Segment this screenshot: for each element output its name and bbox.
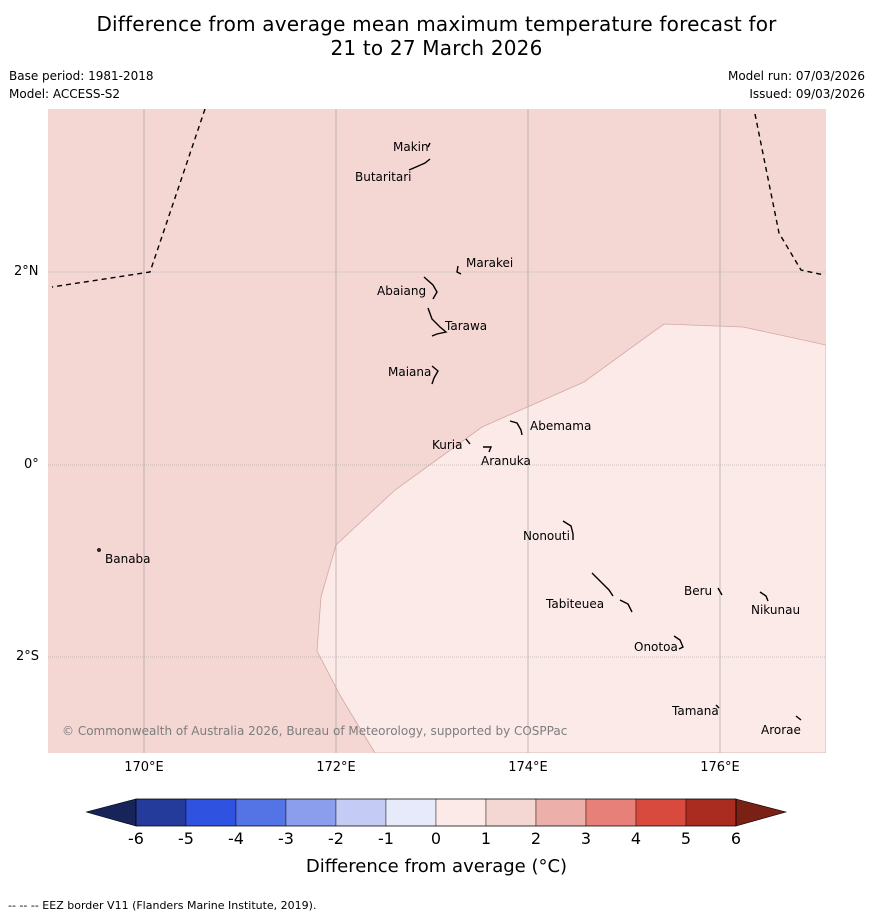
colorbar-cell-5-to-6 (685, 798, 737, 827)
label-marakei: Marakei (466, 256, 514, 270)
island-tarawa (427, 307, 448, 337)
model-run: Model run: 07/03/2026 (727, 69, 865, 83)
label-nikunau: Nikunau (751, 603, 801, 617)
colorbar-tick-m5: -5 (178, 829, 194, 848)
label-tamana: Tamana (672, 704, 719, 718)
lon-label-176e: 176°E (700, 760, 740, 775)
island-maiana (431, 365, 439, 385)
label-butaritari: Butaritari (355, 170, 412, 184)
colorbar-cells (135, 798, 737, 827)
island-nonouti (562, 520, 574, 540)
island-kuria (465, 438, 471, 445)
island-onotoa (673, 635, 684, 650)
island-butaritari (408, 158, 431, 171)
colorbar-frame (135, 798, 737, 827)
colorbar (86, 798, 788, 827)
colorbar-tick-5: 5 (680, 829, 692, 848)
colorbar-tick-m1: -1 (378, 829, 394, 848)
colorbar-cell--1-to-0 (385, 798, 437, 827)
label-arorae: Arorae (761, 723, 801, 737)
title-line-1: Difference from average mean maximum tem… (96, 12, 777, 36)
colorbar-cell-3-to-4 (585, 798, 637, 827)
colorbar-tick-0: 0 (430, 829, 442, 848)
colorbar-extend-high (735, 798, 788, 827)
island-marakei (456, 265, 462, 275)
eez-footnote: -- -- -- EEZ border V11 (Flanders Marine… (8, 899, 317, 912)
colorbar-tick-6: 6 (730, 829, 742, 848)
colorbar-tick-2: 2 (530, 829, 542, 848)
lat-label-2n: 2°N (14, 264, 39, 279)
label-beru: Beru (684, 584, 713, 598)
colorbar-tick-1: 1 (480, 829, 492, 848)
colorbar-cell-0-to-1 (435, 798, 487, 827)
chart-title: Difference from average mean maximum tem… (0, 12, 873, 60)
island-nikunau (759, 591, 769, 602)
islands (97, 142, 802, 721)
map-panel: Makin Butaritari Marakei Abaiang Tarawa … (48, 109, 826, 753)
colorbar-extend-low (86, 798, 137, 827)
label-maiana: Maiana (388, 365, 432, 379)
graticule (48, 109, 826, 753)
island-banaba (97, 548, 101, 552)
eez-border (51, 109, 825, 288)
label-tabiteuea: Tabiteuea (546, 597, 605, 611)
island-aranuka (483, 446, 493, 453)
colorbar-cell--2-to--1 (335, 798, 387, 827)
colorbar-cell-4-to-5 (635, 798, 687, 827)
model-name: Model: ACCESS-S2 (9, 87, 121, 101)
label-banaba: Banaba (105, 552, 151, 566)
island-makin (427, 142, 431, 148)
eez-border-west (51, 109, 206, 288)
island-arorae (795, 715, 802, 721)
label-makin: Makin (393, 140, 429, 154)
base-period: Base period: 1981-2018 (9, 69, 154, 83)
meta-right: Model run: 07/03/2026 Issued: 09/03/2026 (728, 67, 865, 103)
lat-label-0: 0° (24, 457, 39, 472)
colorbar-cell--3-to--2 (285, 798, 337, 827)
label-nonouti: Nonouti (523, 529, 570, 543)
lon-label-172e: 172°E (316, 760, 356, 775)
lon-label-170e: 170°E (124, 760, 164, 775)
colorbar-tick-3: 3 (580, 829, 592, 848)
colorbar-label: Difference from average (°C) (305, 856, 568, 877)
colorbar-tick-4: 4 (630, 829, 642, 848)
colorbar-cell--5-to--4 (185, 798, 237, 827)
colorbar-tick-m4: -4 (228, 829, 244, 848)
colorbar-cell-1-to-2 (485, 798, 537, 827)
island-beru (717, 587, 723, 596)
issued-date: Issued: 09/03/2026 (749, 87, 865, 101)
island-abaiang (423, 276, 438, 300)
colorbar-cell--4-to--3 (235, 798, 287, 827)
label-onotoa: Onotoa (634, 640, 678, 654)
island-abemama (509, 420, 523, 436)
label-tarawa: Tarawa (445, 319, 488, 333)
colorbar-tick-m3: -3 (278, 829, 294, 848)
map-canvas (48, 109, 826, 753)
island-tabiteuea-north (591, 572, 614, 597)
island-tabiteuea-south (619, 599, 633, 613)
copyright-notice: © Commonwealth of Australia 2026, Bureau… (62, 724, 568, 738)
label-kuria: Kuria (432, 438, 463, 452)
colorbar-tick-m2: -2 (328, 829, 344, 848)
label-abemama: Abemama (530, 419, 592, 433)
title-line-2: 21 to 27 March 2026 (330, 36, 543, 60)
lon-label-174e: 174°E (508, 760, 548, 775)
colorbar-tick-m6: -6 (128, 829, 144, 848)
label-abaiang: Abaiang (377, 284, 427, 298)
label-aranuka: Aranuka (481, 454, 531, 468)
colorbar-cell-2-to-3 (535, 798, 587, 827)
meta-left: Base period: 1981-2018 Model: ACCESS-S2 (9, 67, 154, 103)
island-tamana (715, 704, 720, 709)
lat-label-2s: 2°S (16, 649, 40, 664)
colorbar-cell--6-to--5 (135, 798, 187, 827)
anomaly-zone-0-to-1 (316, 323, 826, 753)
